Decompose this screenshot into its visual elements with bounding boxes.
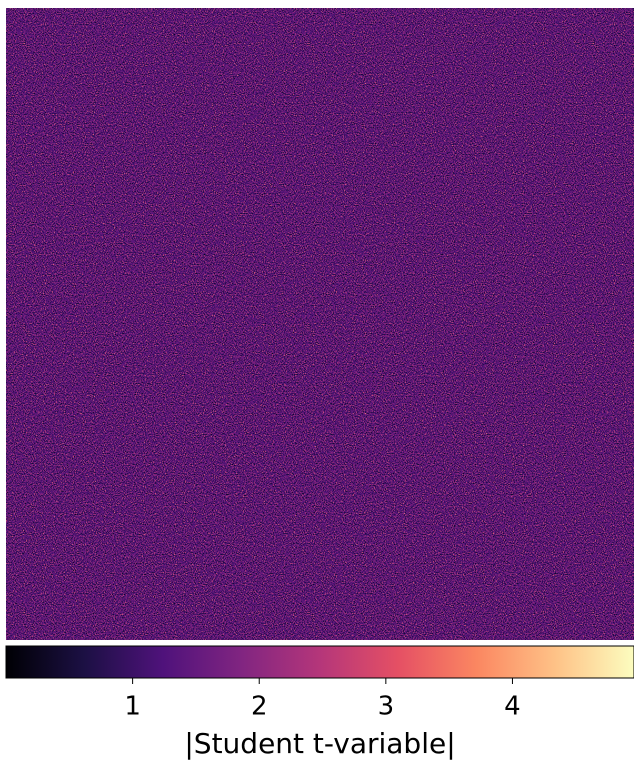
heatmap-texture [6, 8, 634, 640]
colorbar-tick-label: 2 [251, 692, 268, 722]
colorbar-tick-label: 3 [378, 692, 395, 722]
colorbar-tick-label: 4 [504, 692, 521, 722]
colorbar-label: |Student t-variable| [184, 727, 455, 760]
colorbar [5, 645, 634, 679]
colorbar-tick-label: 1 [124, 692, 141, 722]
